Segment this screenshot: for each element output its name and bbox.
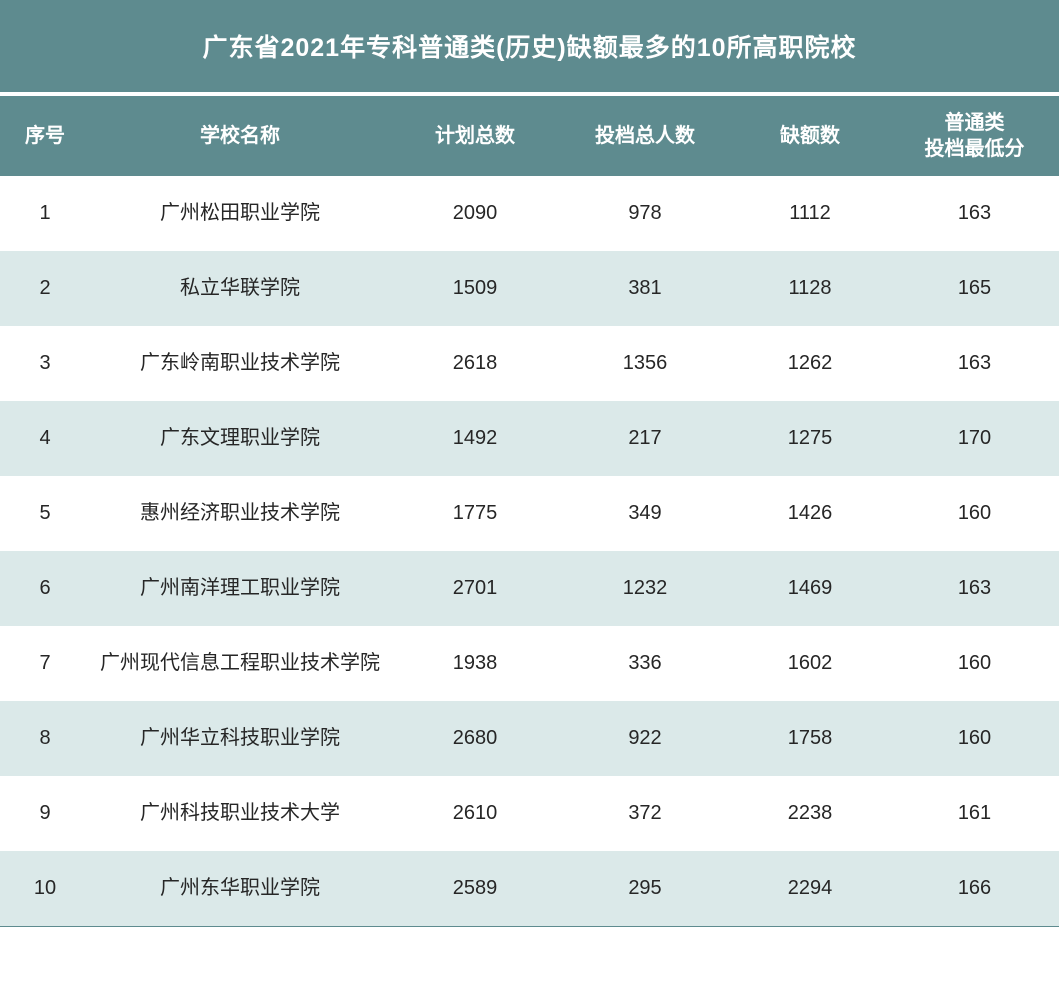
- cell-filed-total: 922: [560, 701, 730, 776]
- cell-min-score: 160: [890, 701, 1059, 776]
- cell-index: 1: [0, 176, 90, 251]
- cell-plan-total: 2090: [390, 176, 560, 251]
- col-filed-total: 投档总人数: [560, 96, 730, 176]
- cell-plan-total: 1509: [390, 251, 560, 326]
- col-school-name: 学校名称: [90, 96, 390, 176]
- cell-min-score: 166: [890, 851, 1059, 927]
- cell-school-name: 广州华立科技职业学院: [90, 701, 390, 776]
- table-row: 5 惠州经济职业技术学院 1775 349 1426 160: [0, 476, 1059, 551]
- cell-shortfall: 1602: [730, 626, 890, 701]
- cell-school-name: 私立华联学院: [90, 251, 390, 326]
- table-row: 10 广州东华职业学院 2589 295 2294 166: [0, 851, 1059, 927]
- cell-index: 7: [0, 626, 90, 701]
- cell-filed-total: 295: [560, 851, 730, 927]
- cell-shortfall: 1758: [730, 701, 890, 776]
- table-body: 1 广州松田职业学院 2090 978 1112 163 2 私立华联学院 15…: [0, 176, 1059, 927]
- cell-index: 2: [0, 251, 90, 326]
- cell-shortfall: 2294: [730, 851, 890, 927]
- table-row: 4 广东文理职业学院 1492 217 1275 170: [0, 401, 1059, 476]
- cell-plan-total: 2589: [390, 851, 560, 927]
- cell-shortfall: 1275: [730, 401, 890, 476]
- col-min-score: 普通类投档最低分: [890, 96, 1059, 176]
- table-title: 广东省2021年专科普通类(历史)缺额最多的10所高职院校: [0, 0, 1059, 96]
- cell-shortfall: 1426: [730, 476, 890, 551]
- cell-plan-total: 2618: [390, 326, 560, 401]
- ranking-table: 序号 学校名称 计划总数 投档总人数 缺额数 普通类投档最低分 1 广州松田职业…: [0, 96, 1059, 927]
- cell-plan-total: 2701: [390, 551, 560, 626]
- table-row: 6 广州南洋理工职业学院 2701 1232 1469 163: [0, 551, 1059, 626]
- col-index: 序号: [0, 96, 90, 176]
- cell-index: 6: [0, 551, 90, 626]
- cell-school-name: 广州东华职业学院: [90, 851, 390, 927]
- cell-filed-total: 1232: [560, 551, 730, 626]
- cell-plan-total: 1775: [390, 476, 560, 551]
- cell-index: 9: [0, 776, 90, 851]
- cell-index: 3: [0, 326, 90, 401]
- cell-school-name: 广州松田职业学院: [90, 176, 390, 251]
- cell-min-score: 160: [890, 476, 1059, 551]
- cell-min-score: 161: [890, 776, 1059, 851]
- cell-min-score: 163: [890, 326, 1059, 401]
- cell-shortfall: 1262: [730, 326, 890, 401]
- table-row: 2 私立华联学院 1509 381 1128 165: [0, 251, 1059, 326]
- cell-min-score: 163: [890, 551, 1059, 626]
- cell-plan-total: 1492: [390, 401, 560, 476]
- cell-plan-total: 2680: [390, 701, 560, 776]
- cell-index: 5: [0, 476, 90, 551]
- cell-school-name: 惠州经济职业技术学院: [90, 476, 390, 551]
- table-row: 3 广东岭南职业技术学院 2618 1356 1262 163: [0, 326, 1059, 401]
- cell-plan-total: 2610: [390, 776, 560, 851]
- cell-index: 4: [0, 401, 90, 476]
- table-row: 1 广州松田职业学院 2090 978 1112 163: [0, 176, 1059, 251]
- cell-shortfall: 1128: [730, 251, 890, 326]
- cell-shortfall: 2238: [730, 776, 890, 851]
- cell-school-name: 广东文理职业学院: [90, 401, 390, 476]
- col-plan-total: 计划总数: [390, 96, 560, 176]
- cell-shortfall: 1112: [730, 176, 890, 251]
- cell-filed-total: 336: [560, 626, 730, 701]
- header-row: 序号 学校名称 计划总数 投档总人数 缺额数 普通类投档最低分: [0, 96, 1059, 176]
- cell-min-score: 160: [890, 626, 1059, 701]
- col-shortfall: 缺额数: [730, 96, 890, 176]
- cell-filed-total: 1356: [560, 326, 730, 401]
- cell-filed-total: 978: [560, 176, 730, 251]
- cell-min-score: 165: [890, 251, 1059, 326]
- cell-filed-total: 349: [560, 476, 730, 551]
- cell-school-name: 广州南洋理工职业学院: [90, 551, 390, 626]
- cell-index: 10: [0, 851, 90, 927]
- cell-filed-total: 372: [560, 776, 730, 851]
- cell-school-name: 广州科技职业技术大学: [90, 776, 390, 851]
- cell-school-name: 广州现代信息工程职业技术学院: [90, 626, 390, 701]
- cell-min-score: 163: [890, 176, 1059, 251]
- cell-shortfall: 1469: [730, 551, 890, 626]
- cell-school-name: 广东岭南职业技术学院: [90, 326, 390, 401]
- cell-filed-total: 217: [560, 401, 730, 476]
- cell-index: 8: [0, 701, 90, 776]
- cell-min-score: 170: [890, 401, 1059, 476]
- cell-filed-total: 381: [560, 251, 730, 326]
- table-row: 8 广州华立科技职业学院 2680 922 1758 160: [0, 701, 1059, 776]
- table-row: 7 广州现代信息工程职业技术学院 1938 336 1602 160: [0, 626, 1059, 701]
- table-row: 9 广州科技职业技术大学 2610 372 2238 161: [0, 776, 1059, 851]
- ranking-table-container: 广东省2021年专科普通类(历史)缺额最多的10所高职院校 序号 学校名称 计划…: [0, 0, 1059, 927]
- cell-plan-total: 1938: [390, 626, 560, 701]
